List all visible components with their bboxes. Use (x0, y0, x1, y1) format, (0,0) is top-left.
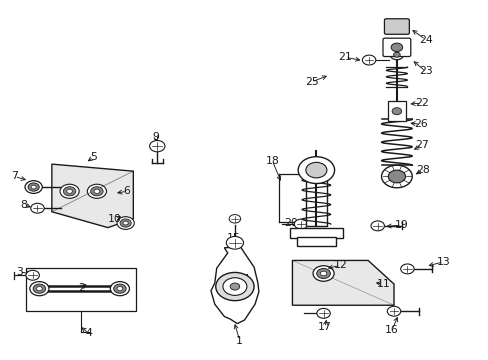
Circle shape (391, 108, 401, 115)
Text: 22: 22 (414, 98, 428, 108)
Polygon shape (52, 164, 133, 228)
FancyBboxPatch shape (382, 38, 410, 57)
Circle shape (123, 221, 128, 225)
Circle shape (215, 273, 254, 301)
Text: 17: 17 (318, 323, 331, 333)
Text: 8: 8 (20, 200, 27, 210)
FancyBboxPatch shape (384, 19, 408, 34)
Text: 3: 3 (16, 267, 22, 277)
Circle shape (87, 184, 106, 198)
Circle shape (298, 157, 334, 184)
Circle shape (389, 50, 403, 60)
Bar (305, 174, 326, 226)
Circle shape (31, 185, 36, 189)
Text: 18: 18 (265, 156, 279, 166)
Circle shape (229, 215, 240, 223)
Text: 4: 4 (85, 328, 92, 338)
Circle shape (312, 266, 333, 281)
Text: 20: 20 (284, 218, 298, 228)
Circle shape (66, 189, 72, 193)
Text: 12: 12 (333, 260, 346, 270)
Circle shape (230, 283, 239, 290)
Text: 6: 6 (123, 186, 130, 196)
Bar (289, 228, 342, 238)
Circle shape (31, 203, 44, 213)
Circle shape (117, 217, 134, 229)
Text: 28: 28 (415, 165, 429, 175)
Circle shape (316, 309, 329, 318)
Circle shape (25, 181, 42, 193)
Text: 7: 7 (11, 171, 18, 181)
Circle shape (60, 184, 79, 198)
Circle shape (223, 278, 246, 295)
Text: 2: 2 (78, 283, 85, 293)
Circle shape (28, 183, 39, 191)
Circle shape (400, 264, 413, 274)
Text: 14: 14 (236, 274, 250, 284)
Circle shape (90, 187, 103, 196)
Text: 9: 9 (152, 132, 159, 142)
Circle shape (387, 170, 405, 183)
Circle shape (110, 282, 129, 296)
Circle shape (113, 284, 126, 293)
Text: 27: 27 (414, 140, 428, 150)
Circle shape (94, 189, 100, 193)
Circle shape (30, 282, 49, 296)
Text: 1: 1 (236, 336, 243, 346)
Circle shape (370, 221, 384, 231)
Text: 15: 15 (226, 233, 240, 243)
Circle shape (393, 52, 399, 57)
Bar (297, 237, 335, 246)
Circle shape (33, 284, 45, 293)
Text: 21: 21 (338, 52, 351, 62)
Circle shape (305, 162, 326, 178)
Text: 11: 11 (376, 279, 389, 289)
Circle shape (26, 270, 40, 280)
Circle shape (149, 140, 164, 152)
Text: 24: 24 (418, 35, 431, 45)
Circle shape (386, 306, 400, 316)
Circle shape (63, 187, 76, 196)
Circle shape (362, 55, 375, 65)
Text: 5: 5 (90, 152, 97, 162)
Circle shape (226, 237, 243, 249)
Bar (387, 101, 405, 121)
Polygon shape (210, 247, 258, 324)
Polygon shape (292, 260, 393, 305)
Circle shape (316, 269, 330, 279)
Circle shape (37, 287, 42, 291)
Circle shape (117, 287, 122, 291)
Circle shape (390, 43, 402, 51)
Text: 10: 10 (108, 214, 122, 224)
Circle shape (381, 165, 411, 188)
Text: 16: 16 (385, 325, 398, 335)
Text: 26: 26 (413, 119, 427, 129)
Bar (26, 268, 136, 311)
Text: 19: 19 (394, 220, 407, 230)
Text: 23: 23 (418, 66, 431, 76)
Text: 25: 25 (304, 77, 318, 87)
Circle shape (320, 271, 326, 276)
Circle shape (294, 219, 307, 229)
Text: 13: 13 (436, 257, 449, 267)
Circle shape (120, 219, 131, 227)
